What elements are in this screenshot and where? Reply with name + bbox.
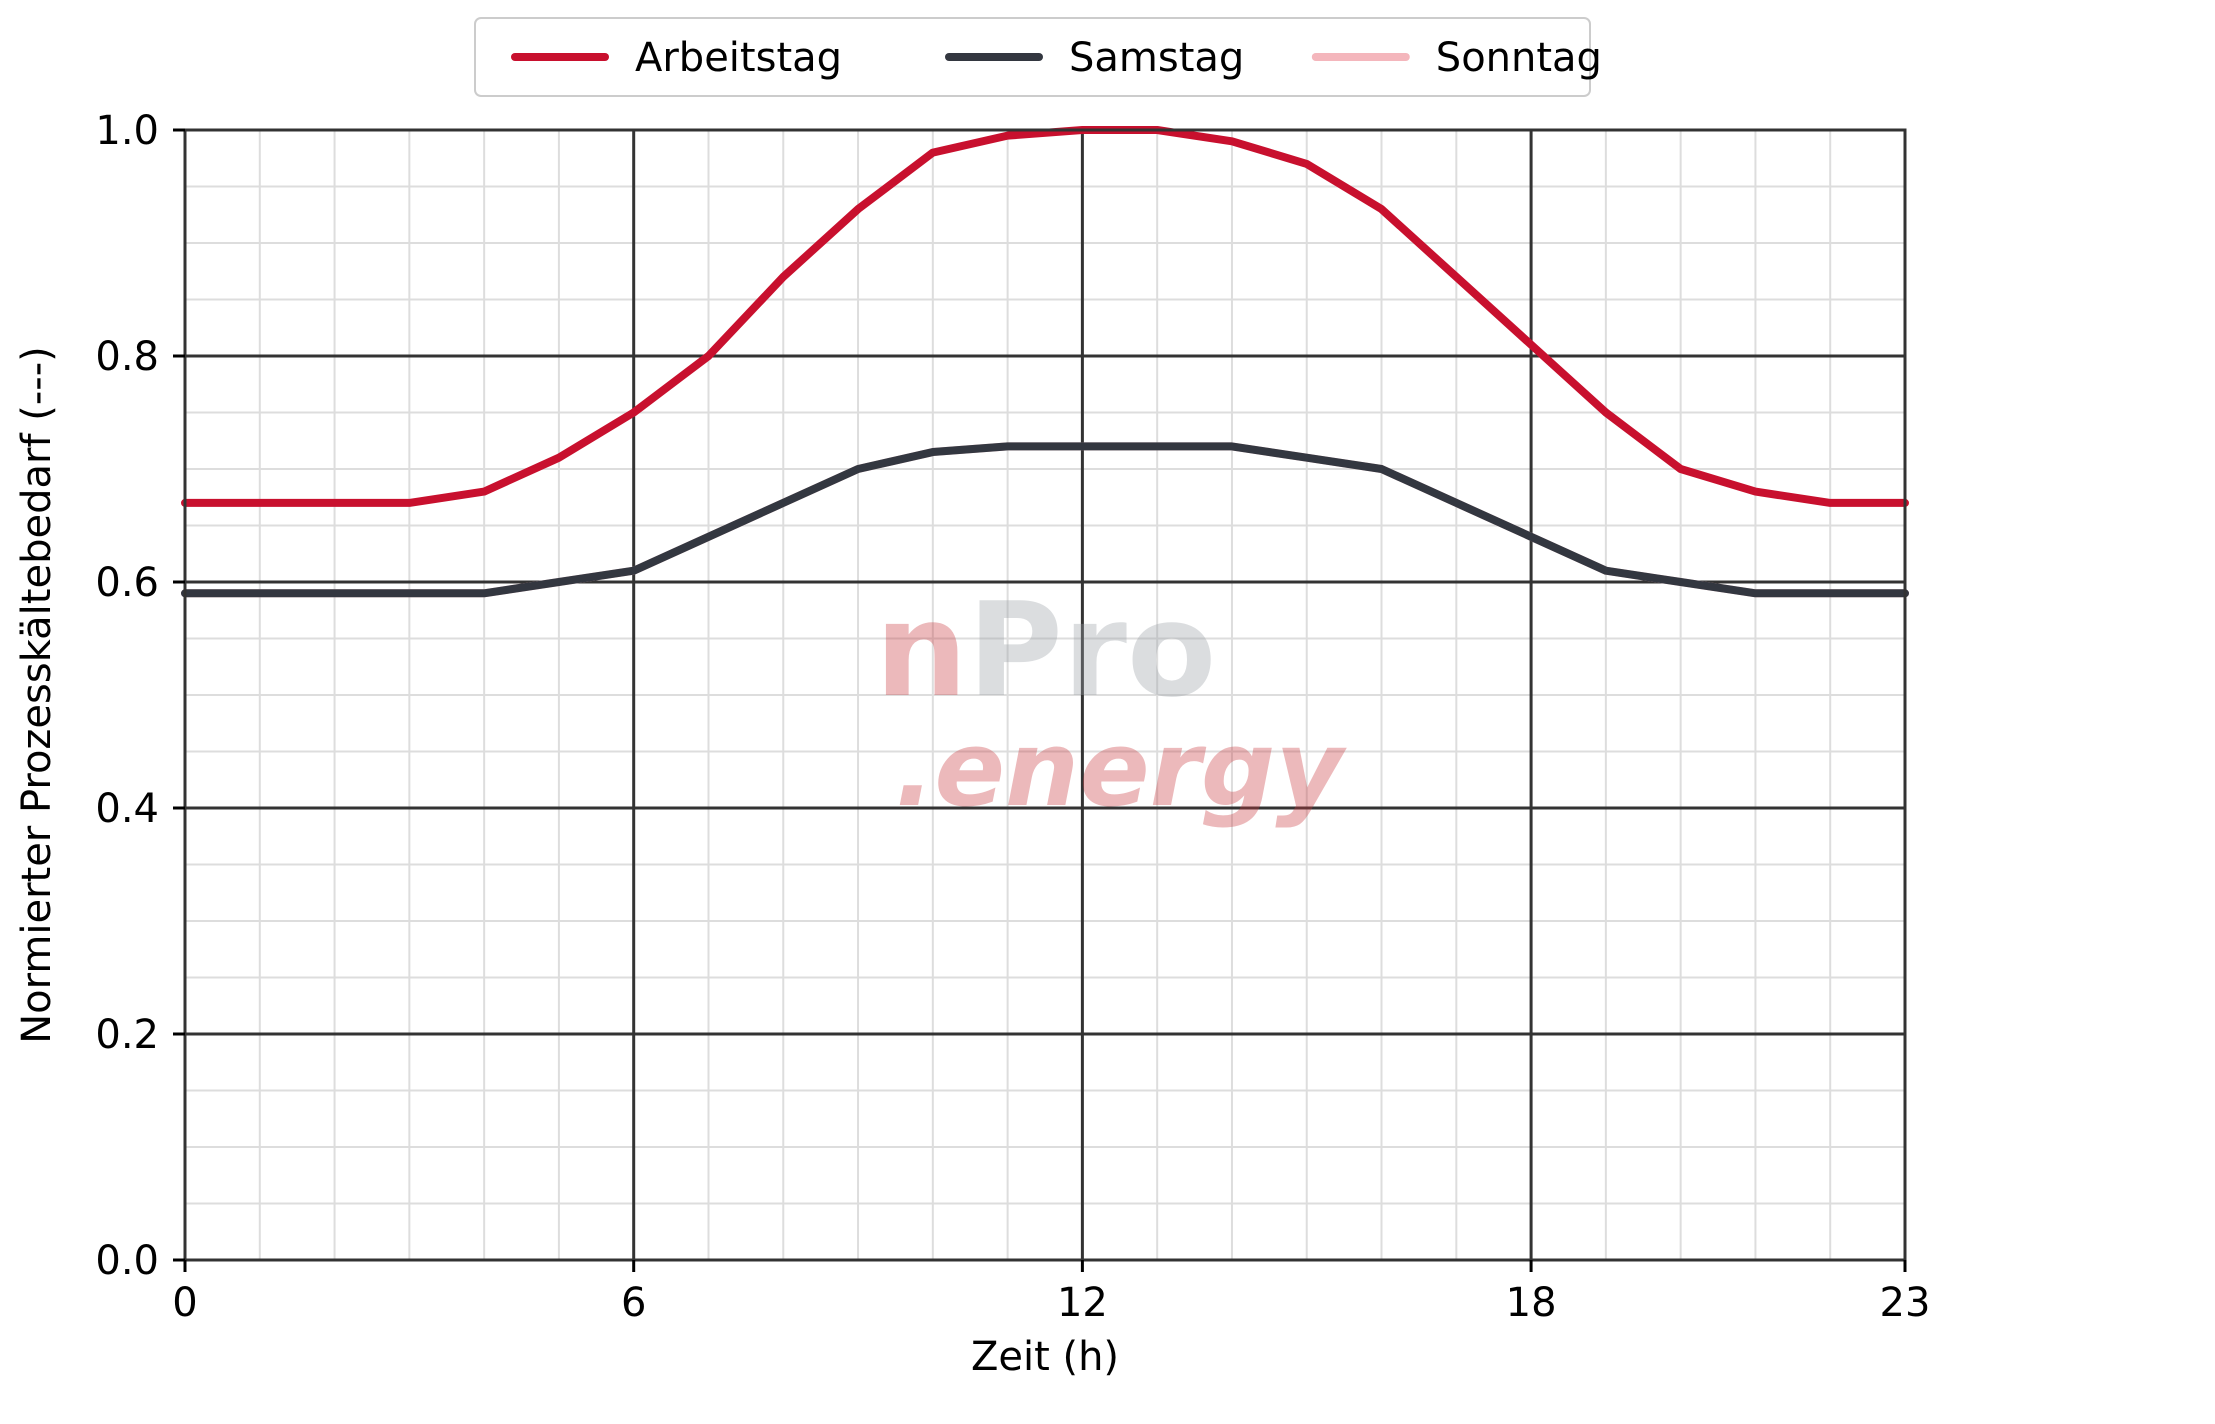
y-ticks: 0.0 0.2 0.4 0.6 0.8 1.0 — [95, 108, 185, 1284]
legend-label-arbeitstag: Arbeitstag — [635, 35, 842, 81]
legend-label-samstag: Samstag — [1069, 35, 1244, 81]
watermark: nPro .energy — [875, 574, 1347, 830]
x-axis-label: Zeit (h) — [971, 1334, 1119, 1380]
y-tick-label: 0.4 — [95, 786, 159, 832]
legend: Arbeitstag Samstag Sonntag — [475, 18, 1602, 96]
chart-container: nPro .energy 0 6 12 18 23 0.0 0.2 0.4 0.6 0.8 1.0… — [0, 0, 2215, 1424]
series-group — [185, 130, 1905, 593]
chart-svg: nPro .energy 0 6 12 18 23 0.0 0.2 0.4 0.6 0.8 1.0… — [0, 0, 2215, 1424]
y-tick-label: 0.0 — [95, 1238, 159, 1284]
x-tick-label: 18 — [1506, 1280, 1557, 1326]
x-tick-label: 23 — [1880, 1280, 1931, 1326]
watermark-top: nPro — [875, 574, 1216, 726]
legend-label-sonntag: Sonntag — [1436, 35, 1602, 81]
y-tick-label: 0.6 — [95, 560, 159, 606]
x-tick-label: 0 — [172, 1280, 197, 1326]
watermark-bottom: .energy — [895, 708, 1347, 830]
y-tick-label: 0.8 — [95, 334, 159, 380]
y-tick-label: 1.0 — [95, 108, 159, 154]
y-axis-label: Normierter Prozesskältebedarf (---) — [14, 346, 60, 1044]
x-ticks: 0 6 12 18 23 — [172, 1260, 1930, 1326]
x-tick-label: 12 — [1057, 1280, 1108, 1326]
x-tick-label: 6 — [621, 1280, 646, 1326]
y-tick-label: 0.2 — [95, 1012, 159, 1058]
